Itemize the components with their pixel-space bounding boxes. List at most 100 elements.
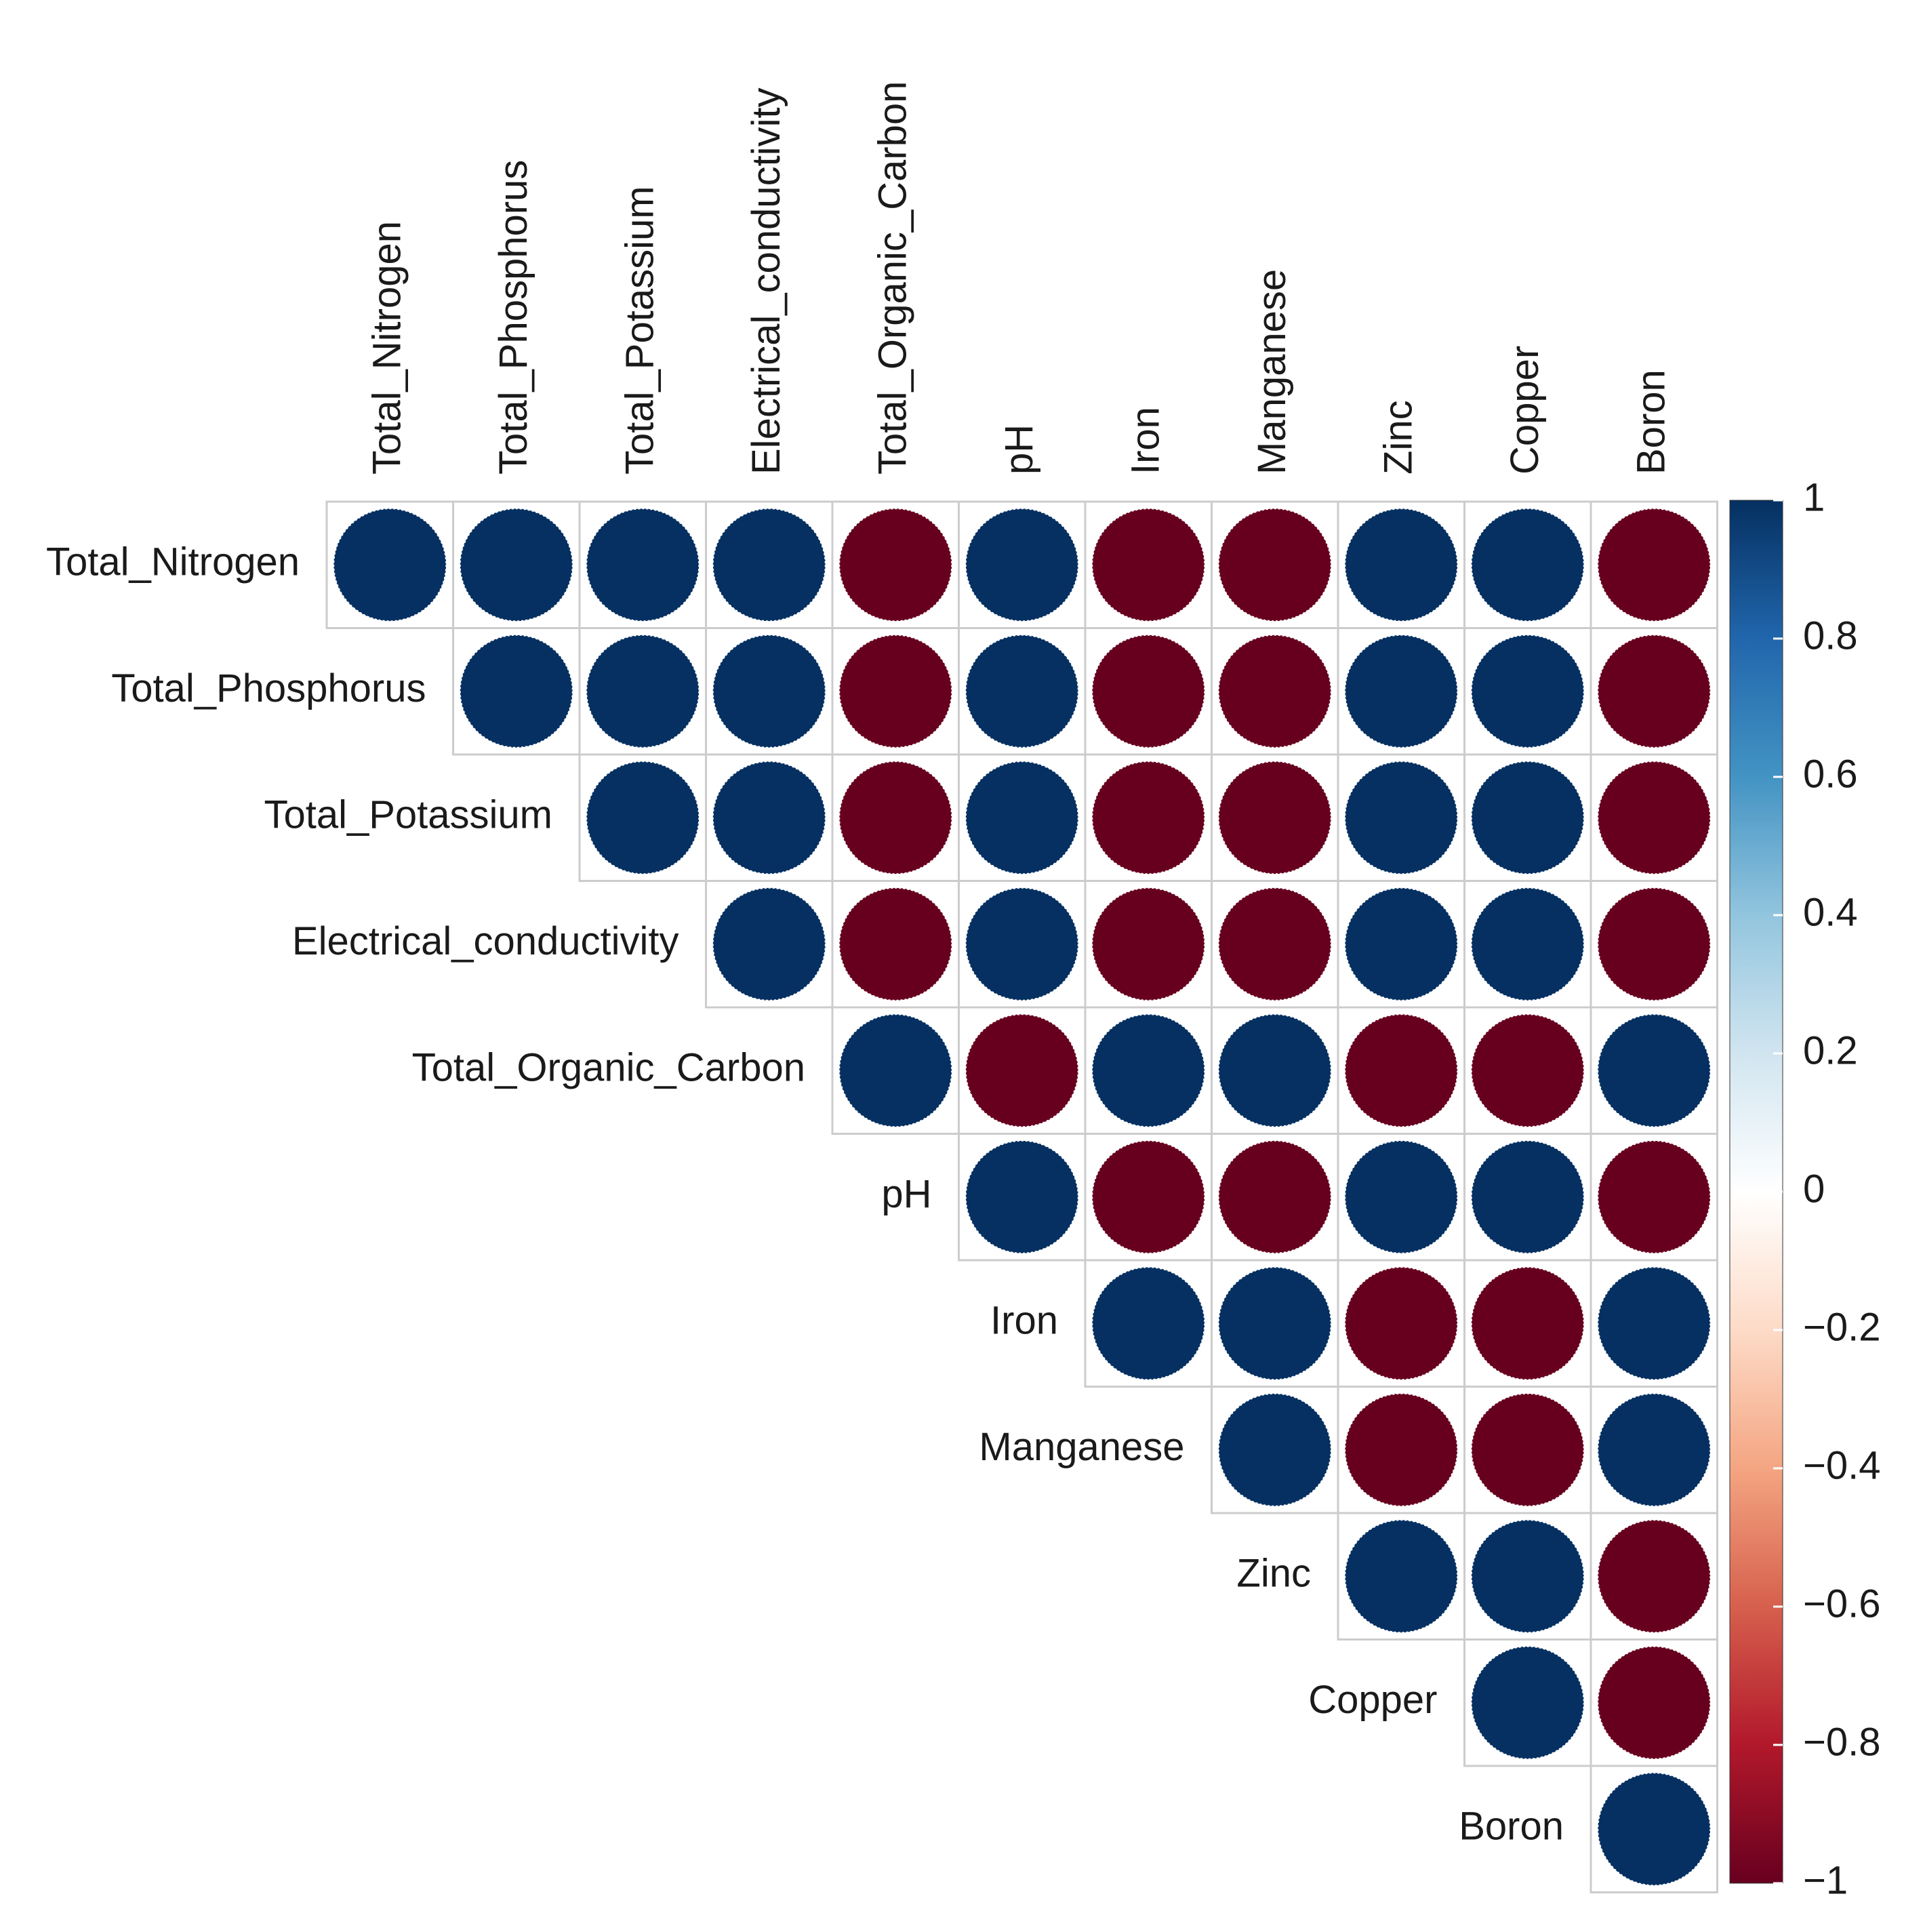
column-label-total-phosphorus: Total_Phosphorus (491, 160, 535, 475)
column-label-electrical-conductivity: Electrical_conductivity (744, 87, 788, 475)
corr-circle-total-phosphorus-total-phosphorus: Total_Phosphorus / Total_Phosphorus: 1 (459, 634, 573, 748)
corr-circle-total-potassium-total-potassium: Total_Potassium / Total_Potassium: 1 (586, 761, 700, 875)
corr-circle-total-nitrogen-total-potassium: Total_Nitrogen / Total_Potassium: 1 (586, 508, 700, 622)
corr-circle-iron-boron: Iron / Boron: 1 (1597, 1266, 1712, 1381)
corr-circle-total-organic-carbon-iron: Total_Organic_Carbon / Iron: 1 (1091, 1013, 1206, 1128)
corr-circle-boron-boron: Boron / Boron: 1 (1597, 1772, 1712, 1887)
corr-circle-total-nitrogen-iron: Total_Nitrogen / Iron: -1 (1091, 508, 1206, 622)
corr-circle-iron-manganese: Iron / Manganese: 1 (1217, 1266, 1332, 1381)
column-label-copper: Copper (1503, 346, 1547, 475)
colorbar-tick-label: 0.8 (1803, 613, 1858, 658)
column-label-ph: pH (997, 424, 1041, 475)
corr-circle-total-nitrogen-zinc: Total_Nitrogen / Zinc: 1 (1344, 508, 1459, 622)
corr-circle-total-phosphorus-manganese: Total_Phosphorus / Manganese: -1 (1217, 634, 1332, 748)
corr-circle-total-phosphorus-iron: Total_Phosphorus / Iron: -1 (1091, 634, 1206, 748)
corr-circle-electrical-conductivity-boron: Electrical_conductivity / Boron: -1 (1597, 887, 1712, 1001)
column-labels: Total_Nitrogen Total_Phosphorus Total_Pota… (365, 81, 1674, 475)
corr-circle-total-organic-carbon-ph: Total_Organic_Carbon / pH: -1 (965, 1013, 1079, 1128)
corr-circle-total-nitrogen-copper: Total_Nitrogen / Copper: 1 (1470, 508, 1585, 622)
row-label-manganese: Manganese (979, 1425, 1184, 1469)
corr-circle-total-potassium-boron: Total_Potassium / Boron: -1 (1597, 761, 1712, 875)
column-label-total-nitrogen: Total_Nitrogen (365, 221, 409, 475)
row-label-total-nitrogen: Total_Nitrogen (46, 540, 300, 584)
corr-circle-total-nitrogen-electrical-conductivity: Total_Nitrogen / Electrical_conductivity… (712, 508, 826, 622)
corr-circle-electrical-conductivity-zinc: Electrical_conductivity / Zinc: 1 (1344, 887, 1459, 1001)
row-label-electrical-conductivity: Electrical_conductivity (292, 919, 679, 963)
colorbar-tick-label: 0.6 (1803, 752, 1858, 796)
row-label-total-potassium: Total_Potassium (264, 793, 552, 837)
corr-circle-total-nitrogen-manganese: Total_Nitrogen / Manganese: -1 (1217, 508, 1332, 622)
colorbar-tick-label: 0 (1803, 1167, 1825, 1211)
corr-circle-iron-copper: Iron / Copper: -1 (1470, 1266, 1585, 1381)
grid-cells (325, 500, 1718, 1893)
column-label-total-organic-carbon: Total_Organic_Carbon (871, 81, 915, 475)
corr-circle-total-potassium-manganese: Total_Potassium / Manganese: -1 (1217, 761, 1332, 875)
corr-circle-total-phosphorus-electrical-conductivity: Total_Phosphorus / Electrical_conductivi… (712, 634, 826, 748)
column-label-total-potassium: Total_Potassium (618, 186, 662, 475)
correlation-circles: Total_Nitrogen / Total_Nitrogen: 1Total_… (333, 508, 1712, 1887)
colorbar-tick-label: 0.4 (1803, 890, 1858, 934)
corr-circle-zinc-copper: Zinc / Copper: 1 (1470, 1519, 1585, 1634)
corr-circle-total-organic-carbon-zinc: Total_Organic_Carbon / Zinc: -1 (1344, 1013, 1459, 1128)
corr-circle-manganese-zinc: Manganese / Zinc: -1 (1344, 1392, 1459, 1507)
colorbar-tick-label: 1 (1803, 475, 1825, 519)
colorbar-tick-label: −0.4 (1803, 1443, 1881, 1487)
corr-circle-manganese-boron: Manganese / Boron: 1 (1597, 1392, 1712, 1507)
corr-circle-total-nitrogen-ph: Total_Nitrogen / pH: 1 (965, 508, 1079, 622)
corr-circle-electrical-conductivity-manganese: Electrical_conductivity / Manganese: -1 (1217, 887, 1332, 1001)
row-label-boron: Boron (1459, 1805, 1564, 1849)
corr-circle-electrical-conductivity-total-organic-carbon: Electrical_conductivity / Total_Organic_… (838, 887, 953, 1001)
corr-circle-total-potassium-ph: Total_Potassium / pH: 1 (965, 761, 1079, 875)
corr-circle-total-potassium-zinc: Total_Potassium / Zinc: 1 (1344, 761, 1459, 875)
corr-circle-manganese-manganese: Manganese / Manganese: 1 (1217, 1392, 1332, 1507)
corr-circle-copper-boron: Copper / Boron: -1 (1597, 1645, 1712, 1760)
corr-circle-ph-ph: pH / pH: 1 (965, 1140, 1079, 1254)
column-label-manganese: Manganese (1250, 269, 1294, 475)
row-label-total-organic-carbon: Total_Organic_Carbon (412, 1046, 805, 1090)
corr-circle-total-organic-carbon-manganese: Total_Organic_Carbon / Manganese: 1 (1217, 1013, 1332, 1128)
corr-circle-total-nitrogen-boron: Total_Nitrogen / Boron: -1 (1597, 508, 1712, 622)
row-label-iron: Iron (990, 1299, 1058, 1343)
colorbar-tick-label: 0.2 (1803, 1028, 1858, 1072)
corr-circle-copper-copper: Copper / Copper: 1 (1470, 1645, 1585, 1760)
corr-circle-total-phosphorus-zinc: Total_Phosphorus / Zinc: 1 (1344, 634, 1459, 748)
corr-circle-ph-boron: pH / Boron: -1 (1597, 1140, 1712, 1254)
corr-circle-ph-iron: pH / Iron: -1 (1091, 1140, 1206, 1254)
row-label-total-phosphorus: Total_Phosphorus (111, 666, 426, 710)
corr-circle-iron-zinc: Iron / Zinc: -1 (1344, 1266, 1459, 1381)
corr-circle-total-organic-carbon-boron: Total_Organic_Carbon / Boron: 1 (1597, 1013, 1712, 1128)
column-label-iron: Iron (1124, 407, 1168, 475)
corr-circle-total-nitrogen-total-organic-carbon: Total_Nitrogen / Total_Organic_Carbon: -… (838, 508, 953, 622)
colorbar-tick-label: −0.2 (1803, 1305, 1881, 1349)
colorbar-tick-label: −0.8 (1803, 1720, 1881, 1764)
corr-circle-total-potassium-electrical-conductivity: Total_Potassium / Electrical_conductivit… (712, 761, 826, 875)
corr-circle-total-phosphorus-copper: Total_Phosphorus / Copper: 1 (1470, 634, 1585, 748)
corr-circle-ph-manganese: pH / Manganese: -1 (1217, 1140, 1332, 1254)
corr-circle-electrical-conductivity-iron: Electrical_conductivity / Iron: -1 (1091, 887, 1206, 1001)
colorbar: 1 0.8 0.6 0.4 0.2 0 −0.2 −0.4 −0.6 −0.8 −1 (1729, 475, 1881, 1902)
corr-circle-manganese-copper: Manganese / Copper: -1 (1470, 1392, 1585, 1507)
corr-circle-total-phosphorus-boron: Total_Phosphorus / Boron: -1 (1597, 634, 1712, 748)
grid-cell (1590, 1765, 1718, 1893)
corr-circle-iron-iron: Iron / Iron: 1 (1091, 1266, 1206, 1381)
column-label-boron: Boron (1630, 369, 1674, 475)
corr-circle-total-phosphorus-total-organic-carbon: Total_Phosphorus / Total_Organic_Carbon:… (838, 634, 953, 748)
corr-circle-ph-copper: pH / Copper: 1 (1470, 1140, 1585, 1254)
row-label-ph: pH (881, 1172, 931, 1216)
corr-circle-electrical-conductivity-copper: Electrical_conductivity / Copper: 1 (1470, 887, 1585, 1001)
column-label-zinc: Zinc (1377, 400, 1421, 475)
corr-circle-zinc-boron: Zinc / Boron: -1 (1597, 1519, 1712, 1634)
corr-circle-total-phosphorus-ph: Total_Phosphorus / pH: 1 (965, 634, 1079, 748)
corr-circle-total-organic-carbon-total-organic-carbon: Total_Organic_Carbon / Total_Organic_Car… (838, 1013, 953, 1128)
colorbar-tick-label: −1 (1803, 1858, 1848, 1902)
row-label-copper: Copper (1308, 1678, 1437, 1722)
row-labels: Total_Nitrogen Total_Phosphorus Total_Pota… (46, 540, 1564, 1849)
corr-circle-total-organic-carbon-copper: Total_Organic_Carbon / Copper: -1 (1470, 1013, 1585, 1128)
row-label-zinc: Zinc (1236, 1552, 1311, 1596)
corr-circle-electrical-conductivity-ph: Electrical_conductivity / pH: 1 (965, 887, 1079, 1001)
corr-circle-zinc-zinc: Zinc / Zinc: 1 (1344, 1519, 1459, 1634)
corr-circle-total-nitrogen-total-nitrogen: Total_Nitrogen / Total_Nitrogen: 1 (333, 508, 447, 622)
corr-circle-electrical-conductivity-electrical-conductivity: Electrical_conductivity / Electrical_con… (712, 887, 826, 1001)
corr-circle-total-phosphorus-total-potassium: Total_Phosphorus / Total_Potassium: 1 (586, 634, 700, 748)
